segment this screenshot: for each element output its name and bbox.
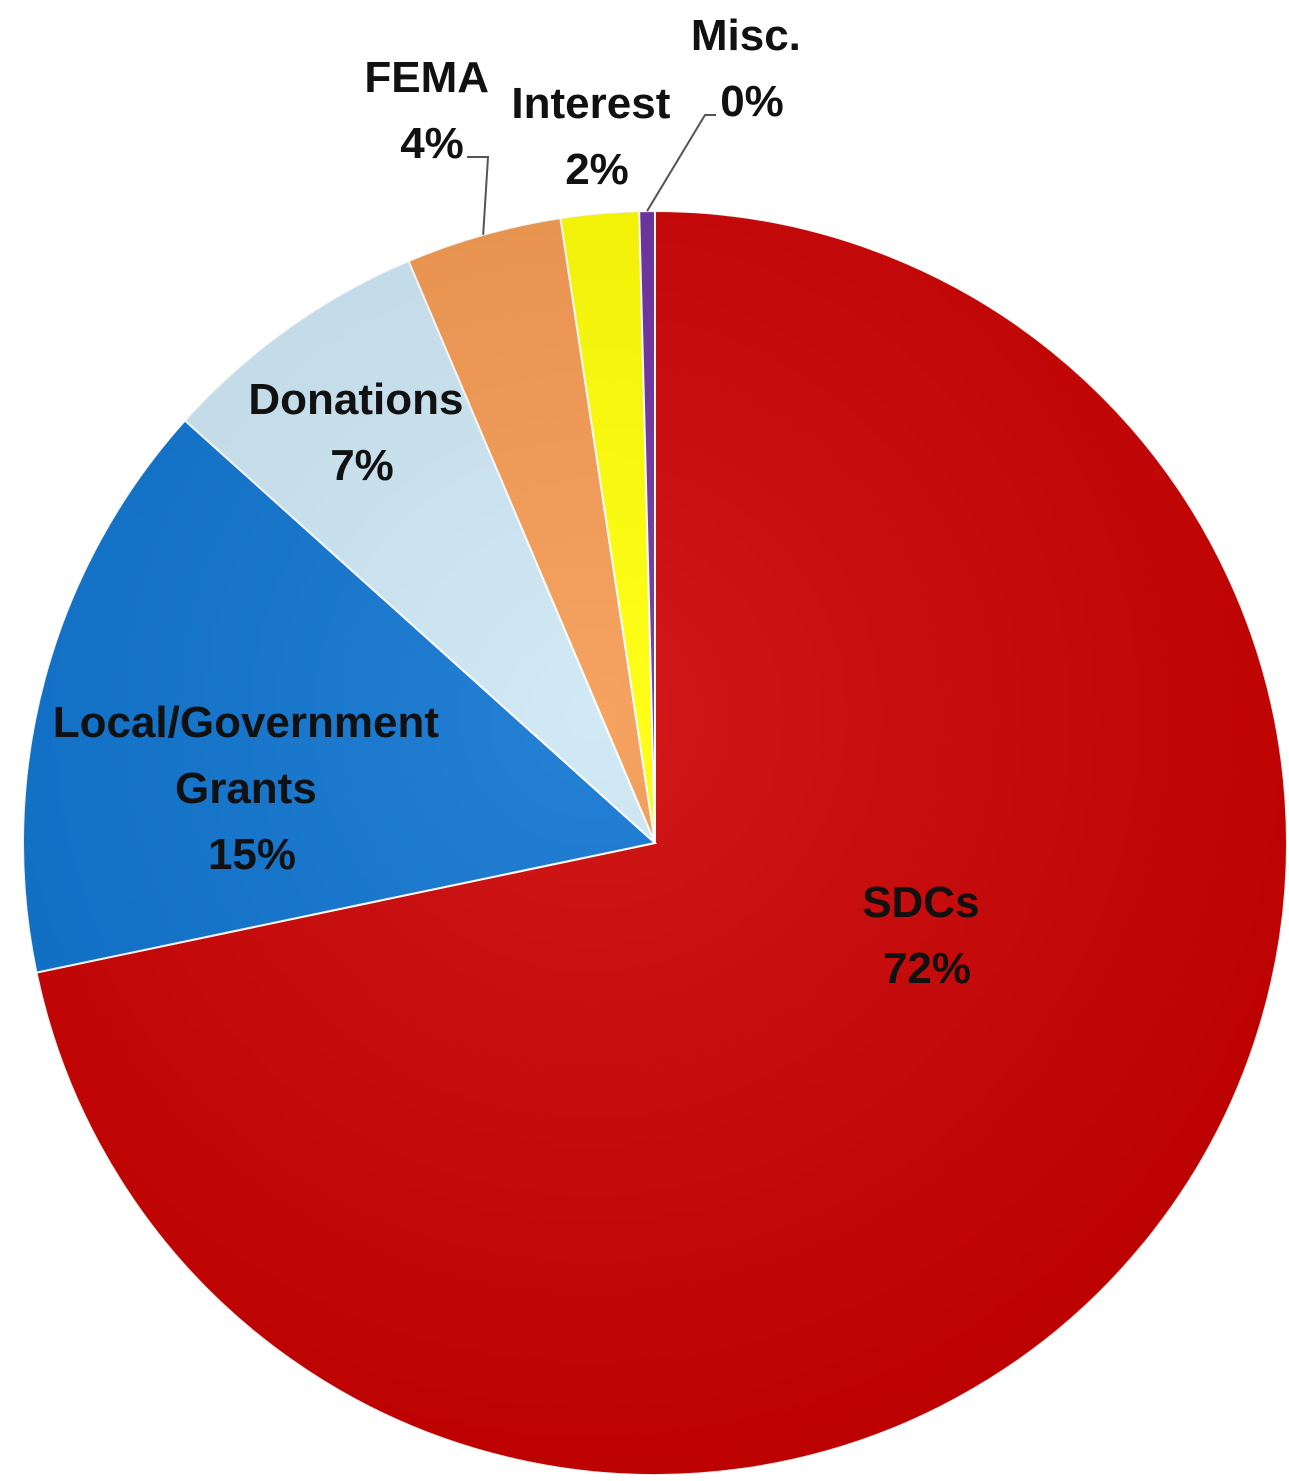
label-sdcs-value: 72% [883,944,971,993]
leader-line-misc [646,114,716,212]
leader-lines [467,114,716,235]
label-fema: FEMA 4% [364,53,499,168]
label-misc-name: Misc. [691,11,801,60]
label-fema-value: 4% [400,119,464,168]
label-grants-value: 15% [208,830,296,879]
label-sdcs: SDCs 72% [862,878,992,993]
label-grants-name-line2: Grants [175,764,317,813]
label-interest: Interest 2% [511,79,682,194]
label-misc: Misc. 0% [691,11,813,126]
label-grants: Local/Government Grants 15% [53,698,452,879]
label-sdcs-name: SDCs [862,878,979,927]
label-misc-value: 0% [720,77,784,126]
label-donations: Donations 7% [248,375,475,490]
label-grants-name-line1: Local/Government [53,698,440,747]
label-donations-value: 7% [330,441,394,490]
label-interest-value: 2% [565,145,629,194]
leader-line-fema [467,156,490,235]
label-donations-name: Donations [248,375,463,424]
label-interest-name: Interest [511,79,670,128]
label-fema-name: FEMA [364,53,488,102]
